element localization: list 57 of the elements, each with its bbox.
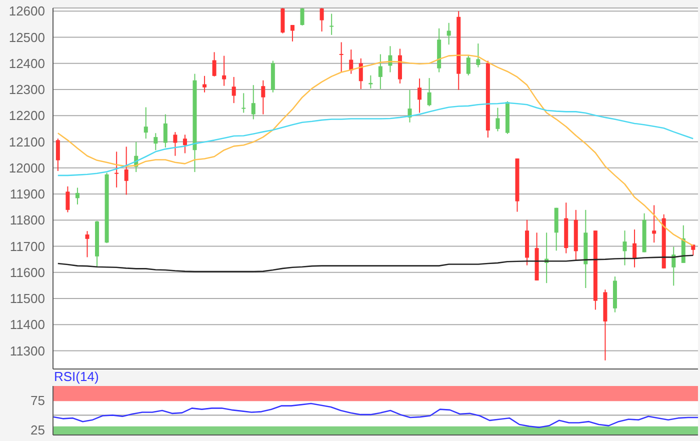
candlestick xyxy=(691,244,696,256)
y-tick-label: 12500 xyxy=(8,30,45,45)
candlestick xyxy=(66,186,70,213)
y-tick-label: 12000 xyxy=(8,160,45,176)
candlestick xyxy=(202,75,207,93)
candlestick xyxy=(85,230,90,258)
candlestick xyxy=(261,80,266,115)
candlestick xyxy=(212,52,216,77)
y-tick-label: 25 xyxy=(30,422,45,438)
candlestick xyxy=(222,55,226,86)
candlestick xyxy=(672,246,676,286)
candlestick xyxy=(290,24,294,42)
y-tick-label: 11700 xyxy=(10,238,45,254)
candlestick xyxy=(251,84,256,120)
candlestick xyxy=(124,146,128,196)
y-tick-label: 11300 xyxy=(10,343,45,358)
y-tick-label: 11500 xyxy=(10,291,45,306)
y-tick-label: 12400 xyxy=(8,56,45,71)
candlestick xyxy=(56,138,60,172)
candlestick xyxy=(622,230,627,266)
y-tick-label: 12200 xyxy=(8,108,45,124)
candlestick xyxy=(75,187,80,205)
candlestick xyxy=(418,78,422,114)
candlestick xyxy=(320,8,324,32)
y-tick-label: 75 xyxy=(30,393,45,408)
candlestick xyxy=(242,92,246,114)
candlestick xyxy=(466,55,470,76)
candlestick xyxy=(173,132,178,156)
y-tick-label: 11900 xyxy=(10,186,45,202)
candlestick xyxy=(652,204,656,244)
candlestick xyxy=(154,132,158,151)
line-series xyxy=(52,402,699,428)
candlestick xyxy=(339,42,344,73)
y-tick-label: 12600 xyxy=(8,4,45,19)
candlestick xyxy=(114,151,119,188)
candlestick xyxy=(476,43,480,68)
candlestick xyxy=(427,78,432,107)
candlestick xyxy=(358,58,363,90)
candlestick xyxy=(446,22,451,46)
candlestick xyxy=(330,13,334,36)
candlestick xyxy=(163,114,168,148)
candlestick xyxy=(182,134,187,154)
y-tick-label: 11600 xyxy=(10,264,45,280)
y-tick-label: 12300 xyxy=(8,82,45,98)
line-series xyxy=(57,102,694,176)
candlestick xyxy=(232,76,236,104)
candlestick xyxy=(378,54,382,90)
y-tick-label: 11800 xyxy=(10,212,45,228)
candlestick xyxy=(144,106,148,140)
candlestick xyxy=(368,74,373,89)
candlestick xyxy=(300,8,304,26)
candlestick xyxy=(632,229,637,268)
y-tick-label: 11400 xyxy=(10,317,45,332)
candlestick xyxy=(496,107,500,132)
y-tick-label: 12100 xyxy=(8,134,45,150)
chart-title: RSI(14) xyxy=(54,369,100,384)
candlestick xyxy=(349,49,354,74)
